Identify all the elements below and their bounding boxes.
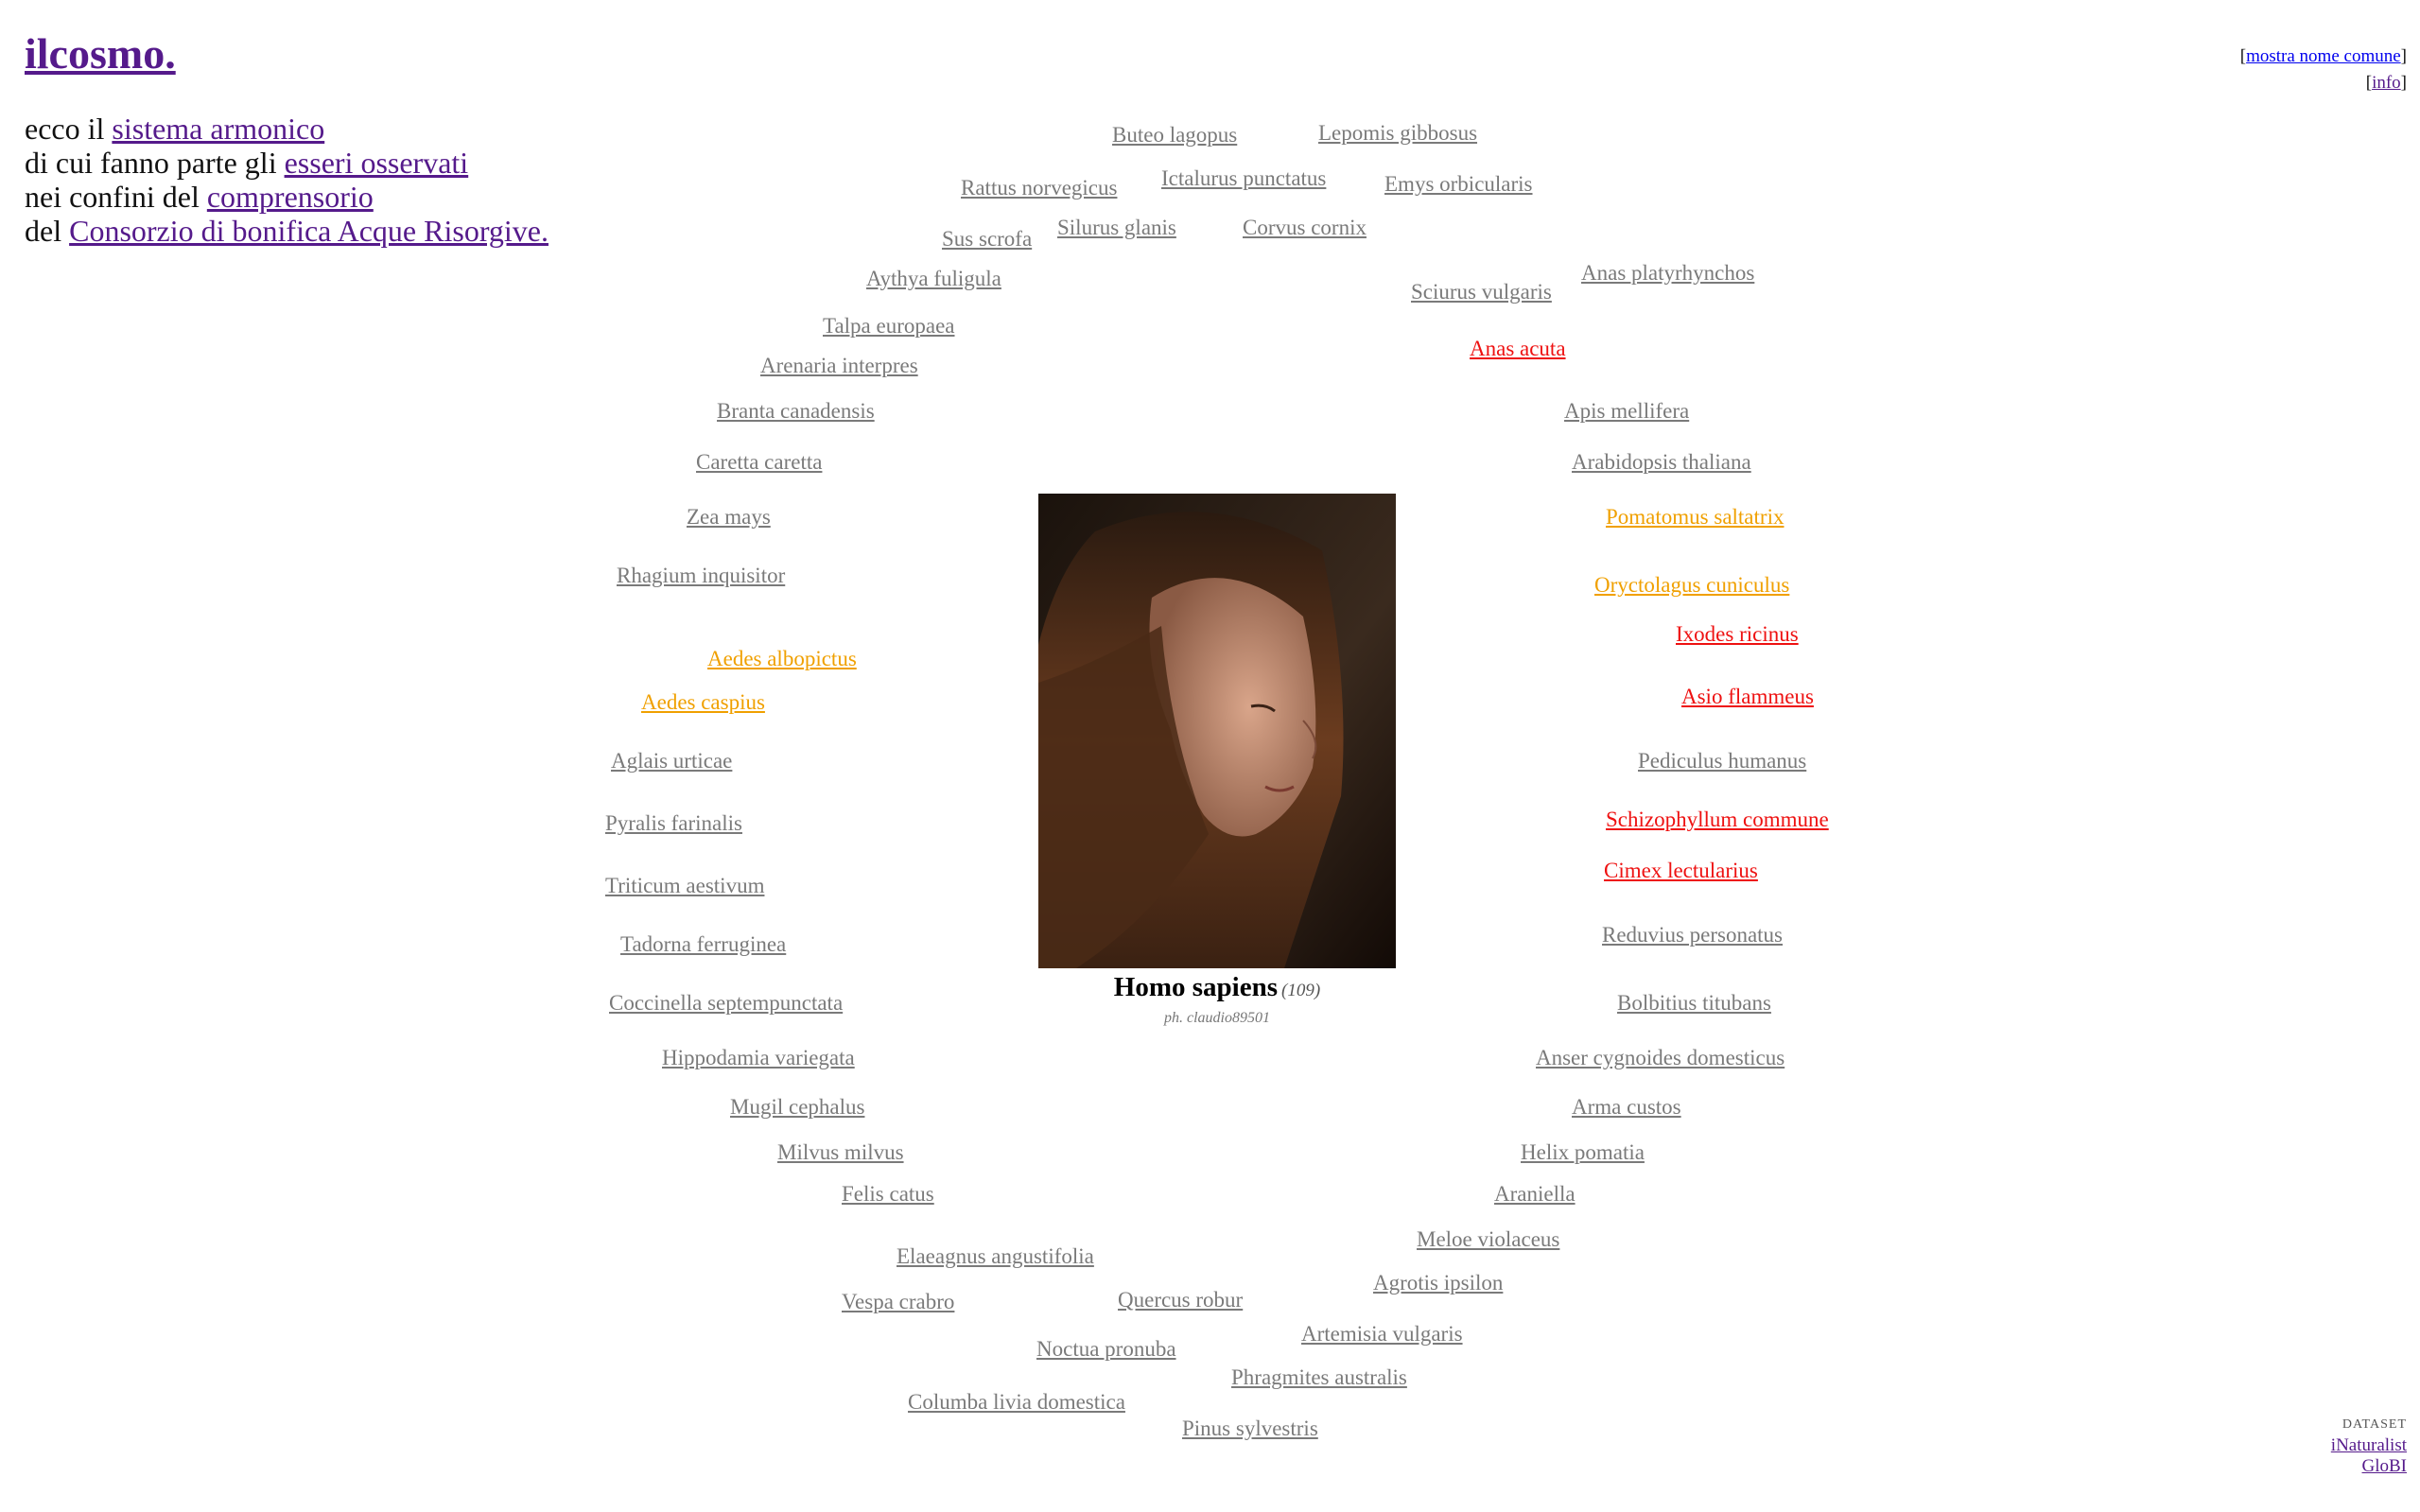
species-link[interactable]: Buteo lagopus <box>1112 123 1238 147</box>
photo-credit: ph. claudio89501 <box>1164 1010 1270 1026</box>
species-link[interactable]: Elaeagnus angustifolia <box>897 1244 1094 1268</box>
species-link[interactable]: Branta canadensis <box>717 399 875 423</box>
site-logo-link[interactable]: ilcosmo. <box>25 29 176 78</box>
consorzio-link[interactable]: Consorzio di bonifica Acque Risorgive. <box>69 214 548 248</box>
species-link[interactable]: Reduvius personatus <box>1602 923 1784 947</box>
top-right-controls: [mostra nome comune] [info] <box>2239 46 2407 93</box>
species-link[interactable]: Columba livia domestica <box>908 1390 1125 1414</box>
species-link[interactable]: Mugil cephalus <box>730 1095 865 1119</box>
species-link[interactable]: Tadorna ferruginea <box>620 932 787 956</box>
sistema-armonico-link[interactable]: sistema armonico <box>112 112 325 146</box>
inaturalist-link[interactable]: iNaturalist <box>2330 1435 2407 1455</box>
intro-line-4: del <box>25 214 70 248</box>
species-link[interactable]: Phragmites australis <box>1231 1365 1407 1389</box>
info-link[interactable]: info <box>2372 73 2401 93</box>
species-link[interactable]: Ictalurus punctatus <box>1161 166 1327 190</box>
comprensorio-link[interactable]: comprensorio <box>206 180 374 214</box>
species-link[interactable]: Anser cygnoides domesticus <box>1536 1046 1785 1069</box>
species-link[interactable]: Arma custos <box>1572 1095 1681 1119</box>
dataset-panel: DATASET iNaturalist GloBI <box>2331 1415 2407 1477</box>
species-link[interactable]: Bolbitius titubans <box>1617 991 1771 1015</box>
species-link[interactable]: Apis mellifera <box>1564 399 1690 423</box>
species-link[interactable]: Corvus cornix <box>1243 216 1367 239</box>
species-link[interactable]: Meloe violaceus <box>1417 1227 1560 1251</box>
species-link[interactable]: Rhagium inquisitor <box>617 564 786 587</box>
species-name: Homo sapiens <box>1113 972 1279 1002</box>
species-link[interactable]: Aedes caspius <box>641 690 765 714</box>
species-caption: Homo sapiens (109) <box>1038 972 1396 1003</box>
species-link[interactable]: Caretta caretta <box>696 450 823 474</box>
globi-link[interactable]: GloBI <box>2361 1456 2408 1476</box>
show-common-name-link[interactable]: mostra nome comune <box>2246 46 2401 66</box>
species-link[interactable]: Triticum aestivum <box>605 874 765 897</box>
species-link[interactable]: Felis catus <box>842 1182 934 1206</box>
species-link[interactable]: Asio flammeus <box>1681 685 1814 708</box>
species-link[interactable]: Rattus norvegicus <box>961 176 1118 200</box>
species-link[interactable]: Sciurus vulgaris <box>1411 280 1552 304</box>
species-link[interactable]: Pyralis farinalis <box>605 811 742 835</box>
species-link[interactable]: Talpa europaea <box>823 314 955 338</box>
intro-line-2: di cui fanno parte gli <box>25 146 285 180</box>
species-link[interactable]: Lepomis gibbosus <box>1318 121 1478 145</box>
species-link[interactable]: Milvus milvus <box>777 1140 904 1164</box>
species-link[interactable]: Aedes albopictus <box>707 647 857 670</box>
species-link[interactable]: Ixodes ricinus <box>1676 622 1799 646</box>
species-link[interactable]: Helix pomatia <box>1521 1140 1645 1164</box>
species-link[interactable]: Quercus robur <box>1118 1288 1244 1312</box>
observation-count: (109) <box>1281 981 1321 1000</box>
species-link[interactable]: Emys orbicularis <box>1384 172 1533 196</box>
species-link[interactable]: Agrotis ipsilon <box>1373 1271 1504 1295</box>
species-link[interactable]: Aythya fuligula <box>866 267 1001 290</box>
species-link[interactable]: Pomatomus saltatrix <box>1606 505 1785 529</box>
species-link[interactable]: Aglais urticae <box>611 749 733 773</box>
species-link[interactable]: Pinus sylvestris <box>1182 1416 1318 1440</box>
species-link[interactable]: Artemisia vulgaris <box>1301 1322 1463 1346</box>
intro-text: ecco il sistema armonico di cui fanno pa… <box>25 112 548 248</box>
species-link[interactable]: Cimex lectularius <box>1604 859 1758 882</box>
species-link[interactable]: Oryctolagus cuniculus <box>1594 573 1790 597</box>
species-link[interactable]: Arenaria interpres <box>760 354 918 377</box>
species-link[interactable]: Araniella <box>1494 1182 1576 1206</box>
species-link[interactable]: Anas platyrhynchos <box>1581 261 1755 285</box>
intro-line-1: ecco il <box>25 112 113 146</box>
species-link[interactable]: Schizophyllum commune <box>1606 808 1829 831</box>
species-link[interactable]: Zea mays <box>687 505 771 529</box>
species-link[interactable]: Arabidopsis thaliana <box>1572 450 1751 474</box>
species-link[interactable]: Hippodamia variegata <box>662 1046 855 1069</box>
species-link[interactable]: Noctua pronuba <box>1036 1337 1176 1361</box>
species-link[interactable]: Coccinella septempunctata <box>609 991 844 1015</box>
species-link[interactable]: Silurus glanis <box>1057 216 1176 239</box>
species-link[interactable]: Pediculus humanus <box>1638 749 1807 773</box>
dataset-label: DATASET <box>2342 1417 2407 1432</box>
portrait-image <box>1038 494 1396 968</box>
species-photo[interactable] <box>1038 494 1396 968</box>
species-link[interactable]: Anas acuta <box>1470 337 1566 360</box>
species-link[interactable]: Sus scrofa <box>942 227 1033 251</box>
esseri-osservati-link[interactable]: esseri osservati <box>284 146 469 180</box>
intro-line-3: nei confini del <box>25 180 207 214</box>
species-link[interactable]: Vespa crabro <box>842 1290 955 1313</box>
